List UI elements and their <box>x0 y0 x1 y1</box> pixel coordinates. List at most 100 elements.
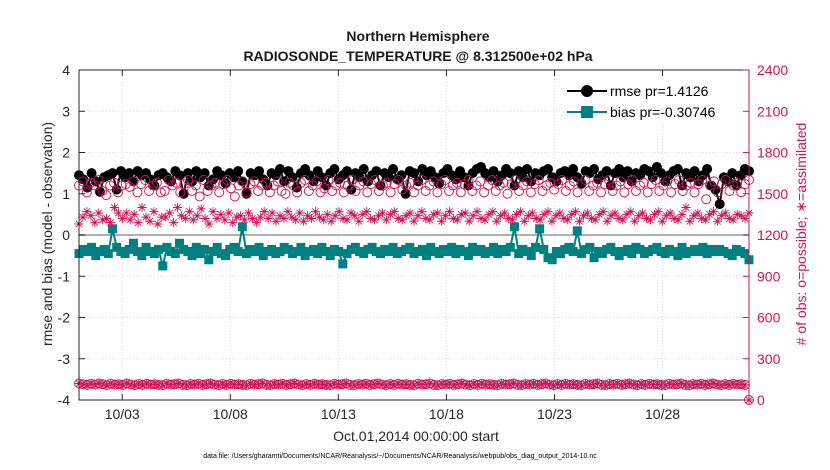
data-point <box>86 168 97 179</box>
data-point-asterisk <box>109 203 119 212</box>
data-point-asterisk <box>322 209 332 219</box>
data-point-asterisk <box>673 215 683 225</box>
data-point-asterisk <box>86 379 96 389</box>
data-point-asterisk <box>106 218 116 228</box>
x-tick-label: 10/28 <box>645 406 680 422</box>
data-point-asterisk <box>421 214 431 223</box>
data-point-asterisk <box>113 208 123 218</box>
data-point-asterisk <box>511 209 521 219</box>
data-point <box>370 175 380 185</box>
data-point <box>409 168 419 179</box>
data-point <box>727 251 737 261</box>
data-point-asterisk <box>295 208 305 218</box>
data-point <box>576 178 587 189</box>
data-point <box>272 176 283 187</box>
data-point <box>254 242 264 252</box>
data-point-asterisk <box>190 380 200 390</box>
data-point-asterisk <box>94 379 104 388</box>
data-point <box>712 187 723 198</box>
data-point-asterisk <box>476 214 486 223</box>
data-point <box>210 177 221 188</box>
data-point <box>463 180 474 191</box>
data-point-asterisk <box>283 207 293 217</box>
data-point-asterisk <box>477 379 487 389</box>
data-point <box>510 222 519 232</box>
data-point-asterisk <box>606 211 616 221</box>
data-point <box>444 186 455 196</box>
data-point-asterisk <box>281 380 291 390</box>
data-point <box>422 251 432 261</box>
data-point-asterisk <box>370 215 380 225</box>
data-point <box>463 251 473 261</box>
data-point-asterisk <box>728 379 738 389</box>
data-point-asterisk <box>664 379 674 389</box>
data-point-asterisk <box>365 380 375 390</box>
data-point <box>605 180 616 191</box>
data-point-asterisk <box>712 216 722 226</box>
data-point <box>601 166 612 177</box>
data-point-asterisk <box>366 214 376 223</box>
legend-bias-label: bias pr=-0.30746 <box>610 104 716 120</box>
data-point <box>672 164 683 174</box>
data-point-asterisk <box>255 212 265 222</box>
data-point-asterisk <box>417 207 427 217</box>
data-point-asterisk <box>644 379 654 389</box>
data-point <box>549 184 560 195</box>
data-point <box>385 187 396 198</box>
data-point-asterisk <box>358 209 368 219</box>
data-point-asterisk <box>307 214 317 223</box>
data-point-asterisk <box>618 215 628 225</box>
data-point-asterisk <box>299 216 309 226</box>
data-point-asterisk <box>437 379 447 389</box>
data-point-asterisk <box>338 214 348 223</box>
data-point <box>698 242 708 252</box>
data-point <box>393 175 404 185</box>
data-point <box>432 187 443 198</box>
data-point-asterisk <box>271 216 281 226</box>
data-point <box>254 166 265 177</box>
data-point-asterisk <box>464 216 474 226</box>
data-point <box>486 175 497 185</box>
data-point-asterisk <box>133 218 143 228</box>
chart-title: Northern Hemisphere <box>346 28 489 44</box>
data-point <box>220 178 231 189</box>
data-point-asterisk <box>704 379 714 389</box>
data-point <box>221 251 231 261</box>
data-point-asterisk <box>626 207 636 217</box>
y-tick-label-left: 0 <box>62 227 70 243</box>
data-point-asterisk <box>523 211 533 221</box>
data-point <box>505 168 516 179</box>
data-point-asterisk <box>537 379 547 389</box>
data-point-asterisk <box>142 379 152 389</box>
data-point-asterisk <box>208 207 218 217</box>
data-point-asterisk <box>453 379 463 389</box>
data-point-asterisk <box>697 214 707 223</box>
data-point-asterisk <box>369 379 379 389</box>
data-point <box>202 186 213 196</box>
data-point-asterisk <box>389 207 399 217</box>
data-point <box>677 242 687 252</box>
data-point-asterisk <box>460 208 470 218</box>
data-point <box>740 249 750 259</box>
data-point-asterisk <box>720 379 730 389</box>
data-point-asterisk <box>539 209 549 219</box>
y-tick-label-right: 2400 <box>757 62 788 78</box>
data-point-asterisk <box>497 379 507 389</box>
data-point <box>580 175 591 185</box>
data-point-asterisk <box>184 207 194 217</box>
data-point-asterisk <box>736 211 746 221</box>
data-point-asterisk <box>421 379 431 389</box>
data-point <box>724 186 735 196</box>
data-point <box>144 186 155 196</box>
data-point-asterisk <box>176 211 186 221</box>
data-point-asterisk <box>393 214 403 223</box>
y-tick-label-right: 1200 <box>757 227 788 243</box>
data-point-asterisk <box>712 380 722 390</box>
y-tick-label-left: -4 <box>58 392 71 408</box>
data-point-asterisk <box>354 216 364 226</box>
data-point <box>241 187 252 198</box>
data-point-asterisk <box>567 209 577 219</box>
series-layer <box>74 161 754 405</box>
data-point-asterisk <box>393 379 403 389</box>
data-point <box>299 175 310 185</box>
